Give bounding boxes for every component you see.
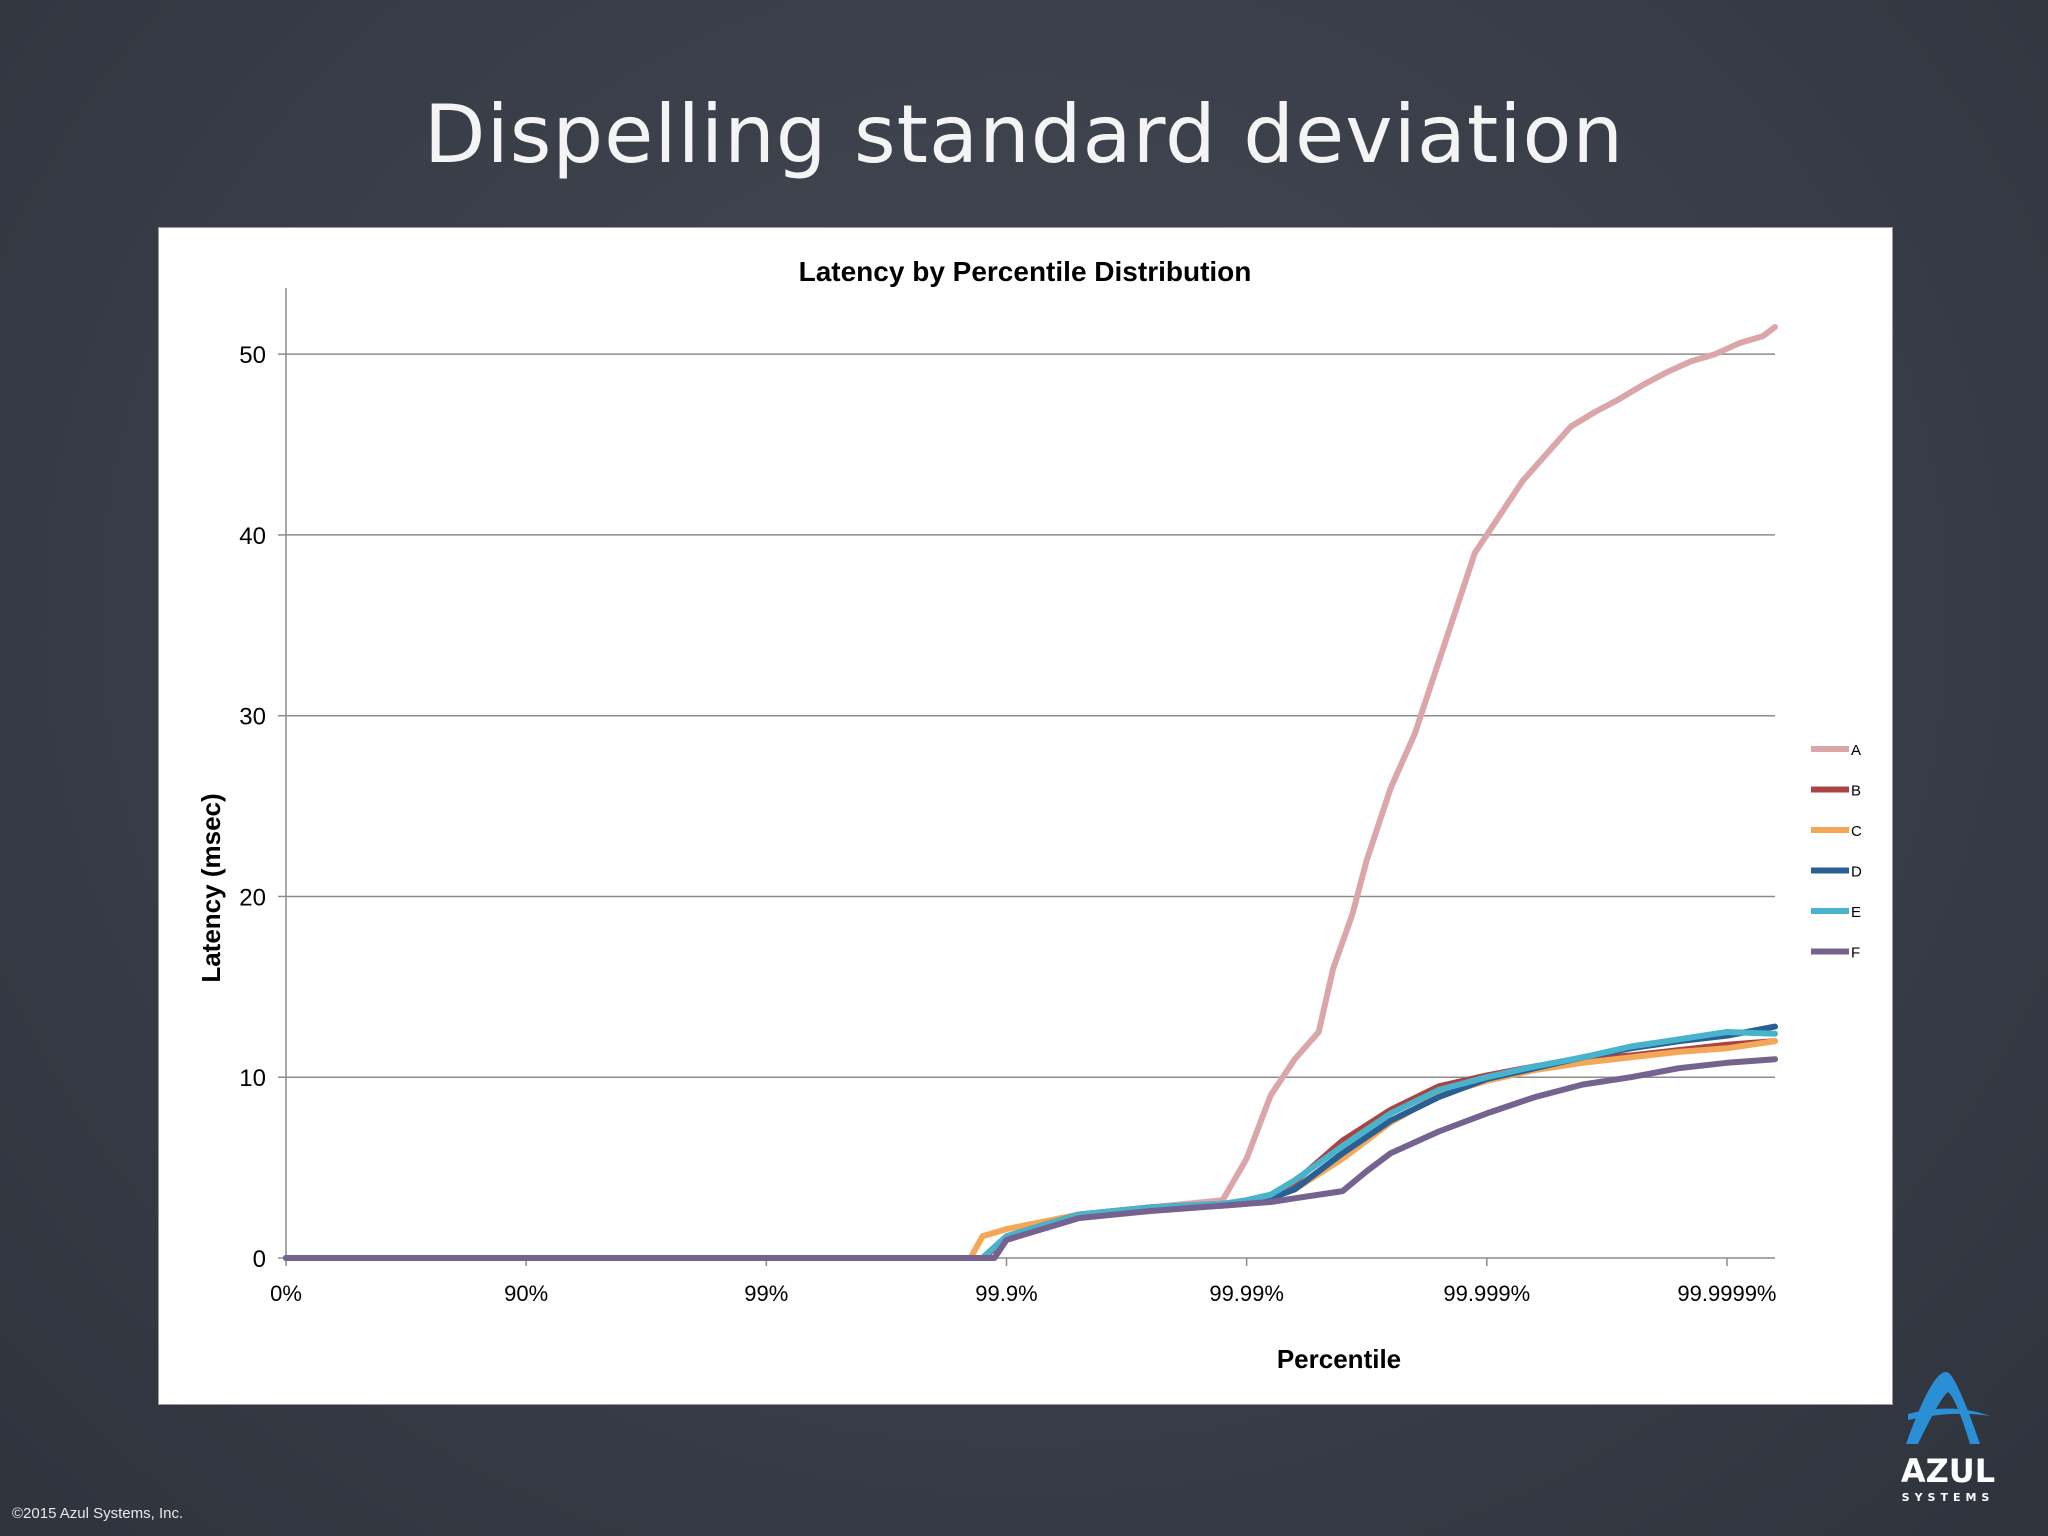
y-tick-label: 30: [239, 704, 266, 731]
series-line-e: [283, 1029, 1778, 1261]
legend-label-d: D: [1851, 864, 1862, 881]
x-tick-label: 0%: [270, 1281, 302, 1306]
logo-text: AZUL: [1901, 1452, 1995, 1490]
chart-title: Latency by Percentile Distribution: [799, 256, 1252, 287]
latency-chart: Latency by Percentile Distribution Perce…: [196, 256, 1862, 1374]
y-tick-label: 0: [253, 1246, 266, 1273]
series-line-f: [283, 1056, 1778, 1261]
x-axis-label: Percentile: [1277, 1344, 1401, 1374]
series-line-c: [283, 1038, 1778, 1261]
legend-label-c: C: [1851, 823, 1862, 840]
x-tick-label: 99.99%: [1209, 1281, 1284, 1306]
slide-title: Dispelling standard deviation: [423, 88, 1625, 181]
legend-label-b: B: [1851, 783, 1861, 800]
y-tick-label: 10: [239, 1065, 266, 1092]
x-tick-label: 99.9999%: [1677, 1281, 1776, 1306]
legend-label-f: F: [1851, 945, 1860, 962]
logo-subtext: SYSTEMS: [1902, 1491, 1995, 1504]
y-axis-label: Latency (msec): [196, 793, 226, 982]
x-tick-label: 99%: [744, 1281, 788, 1306]
azul-logo: AZUL SYSTEMS: [1901, 1372, 1995, 1504]
x-tick-label: 90%: [504, 1281, 548, 1306]
x-tick-label: 99.999%: [1443, 1281, 1530, 1306]
y-tick-label: 40: [239, 523, 266, 550]
legend-label-a: A: [1851, 742, 1861, 759]
chart-panel: Latency by Percentile Distribution Perce…: [158, 227, 1893, 1405]
y-tick-label: 20: [239, 884, 266, 911]
copyright-text: ©2015 Azul Systems, Inc.: [12, 1505, 184, 1522]
series-line-a: [283, 324, 1778, 1261]
y-tick-label: 50: [239, 342, 266, 369]
x-tick-label: 99.9%: [975, 1281, 1037, 1306]
azul-logo-swoosh: [1908, 1408, 1990, 1420]
legend-label-e: E: [1851, 904, 1861, 921]
azul-logo-mark: [1906, 1372, 1980, 1444]
